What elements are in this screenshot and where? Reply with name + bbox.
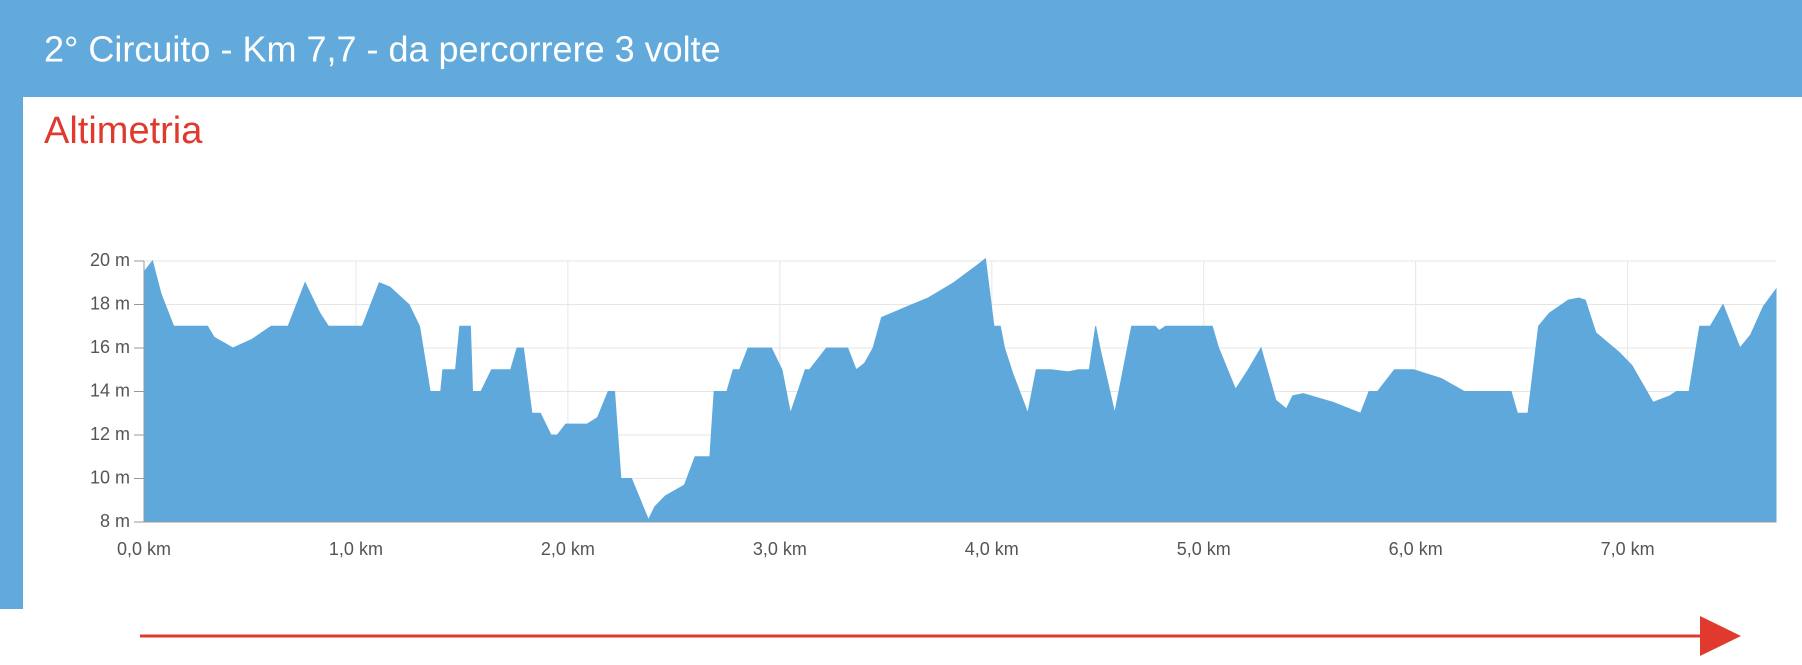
y-tick-label: 14 m <box>90 380 130 400</box>
x-tick-label: 1,0 km <box>329 539 383 559</box>
y-tick-label: 12 m <box>90 424 130 444</box>
x-tick-label: 5,0 km <box>1177 539 1231 559</box>
x-tick-label: 2,0 km <box>541 539 595 559</box>
y-tick-label: 20 m <box>90 250 130 270</box>
section-title: Altimetria <box>44 110 203 152</box>
header-title: 2° Circuito - Km 7,7 - da percorrere 3 v… <box>44 29 721 70</box>
y-tick-label: 16 m <box>90 337 130 357</box>
side-strip <box>0 0 23 609</box>
x-tick-label: 0,0 km <box>117 539 171 559</box>
x-tick-label: 3,0 km <box>753 539 807 559</box>
x-tick-label: 7,0 km <box>1601 539 1655 559</box>
chart: 8 m 10 m 12 m 14 m 16 m 18 m 20 m 0,0 km 1,0 km 2… <box>90 250 1777 559</box>
header-band <box>0 0 1802 97</box>
x-tick-label: 6,0 km <box>1389 539 1443 559</box>
y-tick-label: 18 m <box>90 293 130 313</box>
y-tick-label: 10 m <box>90 467 130 487</box>
elevation-area <box>143 257 1777 523</box>
x-tick-label: 4,0 km <box>965 539 1019 559</box>
y-tick-label: 8 m <box>100 511 130 531</box>
arrow-head <box>1700 616 1741 656</box>
